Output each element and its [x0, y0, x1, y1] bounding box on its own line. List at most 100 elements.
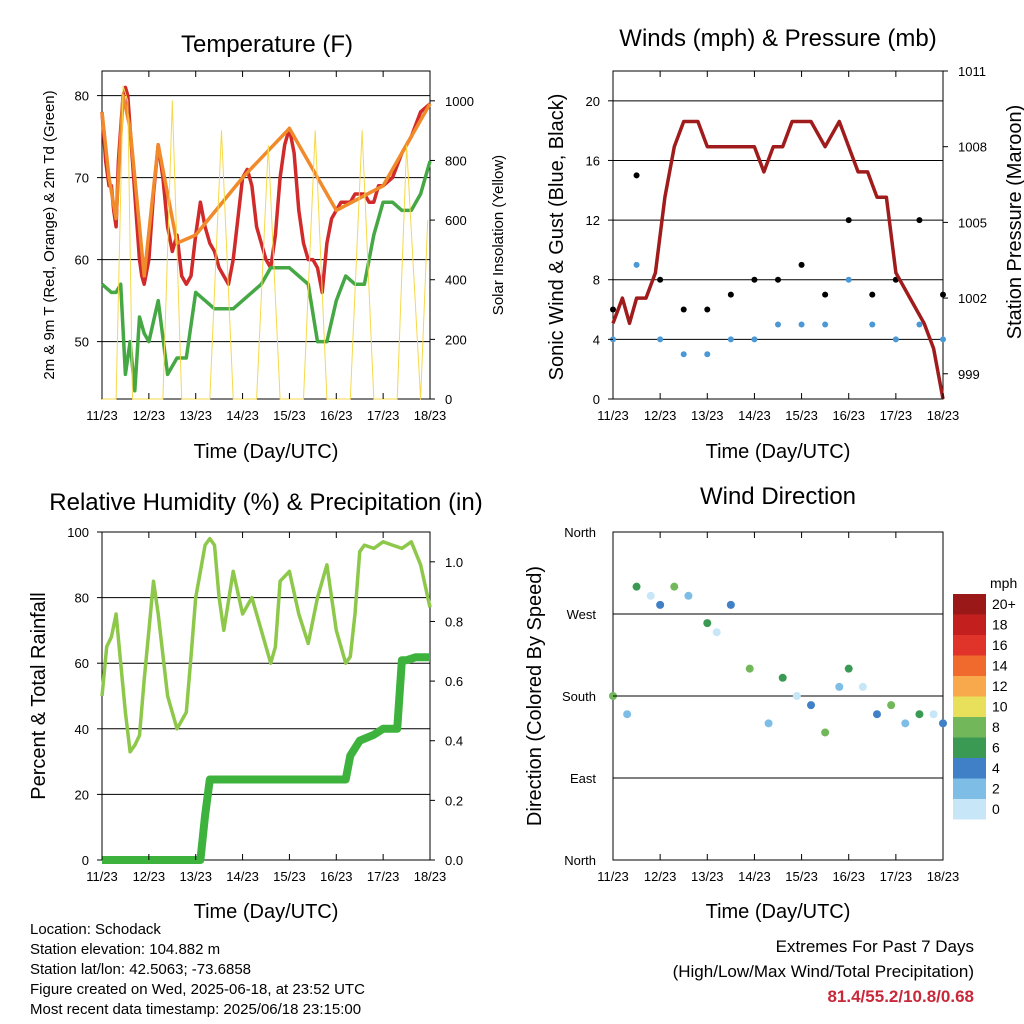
data-point: [657, 336, 664, 343]
winds-panel: Winds (mph) & Pressure (mb) 0 4 8 12 16 20 99…: [546, 25, 1024, 463]
legend-swatch: [953, 676, 986, 697]
series-group: [611, 119, 945, 400]
x-tick-label: 14/23: [738, 408, 771, 423]
y-right-tick-label: 0.6: [445, 674, 463, 689]
data-point: [775, 321, 781, 328]
legend-swatch: [953, 696, 986, 717]
winds-series: [610, 119, 946, 400]
y-tick-label: 16: [586, 153, 600, 168]
y-right-tick-label: 1002: [958, 291, 987, 306]
x-tick-label: 12/23: [644, 408, 677, 423]
wind-speed-legend: mph 20+ 18 16 14 12 10 8 6 4 2 0: [953, 575, 1017, 820]
wind-direction-left-ticks: North West South East North: [562, 525, 619, 868]
data-point: [869, 291, 876, 298]
humidity-series: [100, 536, 432, 864]
x-tick-label: 16/23: [320, 869, 353, 884]
direction-point: [656, 600, 665, 609]
temperature-right-ticks: 0 200 400 600 800 1000: [430, 94, 474, 407]
x-tick-label: 13/23: [691, 869, 724, 884]
temperature-panel: Temperature (F) 50 60 70 80 0 200 400 600 800 10…: [41, 31, 507, 463]
y-right-tick-label: 0.4: [445, 734, 463, 749]
legend-label: 18: [992, 617, 1008, 633]
humidity-xlabel: Time (Day/UTC): [194, 901, 339, 923]
legend-swatch: [953, 778, 986, 799]
series-line: [100, 160, 432, 393]
data-point: [727, 291, 734, 298]
humidity-plot-frame: [101, 531, 431, 861]
x-tick-label: 18/23: [927, 869, 960, 884]
temperature-ylabel-right: Solar Insolation (Yellow): [490, 155, 507, 315]
x-tick-label: 18/23: [927, 408, 960, 423]
recent-timestamp: Most recent data timestamp: 2025/06/18 2…: [30, 1001, 362, 1018]
legend-swatch: [953, 758, 986, 779]
y-tick-label: West: [567, 607, 597, 622]
legend-label: 8: [992, 719, 1000, 735]
y-right-tick-label: 0.0: [445, 853, 463, 868]
temperature-series: [100, 85, 432, 400]
winds-xlabel: Time (Day/UTC): [706, 441, 851, 463]
y-tick-label: 60: [75, 253, 89, 268]
legend-label: 6: [992, 740, 1000, 756]
x-tick-label: 16/23: [832, 869, 865, 884]
wind-direction-grid: [613, 613, 943, 779]
legend-swatch: [953, 717, 986, 738]
winds-ylabel-right: Station Pressure (Maroon): [1004, 105, 1024, 340]
station-latlon: Station lat/lon: 42.5063; -73.6858: [30, 961, 252, 978]
y-tick-label: 70: [75, 171, 89, 186]
x-tick-label: 11/23: [86, 408, 118, 423]
y-tick-label: East: [570, 771, 596, 786]
temperature-x-ticks: 11/23 12/23 13/23 14/23 15/23 16/23 17/23 18/23: [86, 71, 446, 423]
extremes-subtitle: (High/Low/Max Wind/Total Precipitation): [672, 962, 974, 981]
series-group: [100, 160, 432, 393]
data-point: [775, 276, 781, 283]
y-tick-label: South: [562, 689, 596, 704]
x-tick-label: 17/23: [367, 408, 400, 423]
direction-point: [873, 710, 881, 719]
direction-point: [858, 682, 867, 691]
data-point: [892, 336, 899, 343]
humidity-x-ticks: 11/23 12/23 13/23 14/23 15/23 16/23 17/23 18/23: [86, 532, 446, 884]
y-right-tick-label: 999: [958, 367, 980, 382]
temperature-left-ticks: 50 60 70 80: [75, 89, 102, 350]
direction-point: [939, 719, 947, 728]
series-group: [102, 653, 430, 864]
direction-point: [745, 664, 754, 673]
x-tick-label: 13/23: [179, 869, 212, 884]
humidity-left-ticks: 0 20 40 60 80 100: [67, 525, 102, 868]
y-right-tick-label: 0: [445, 392, 452, 407]
data-point: [751, 276, 758, 283]
y-right-tick-label: 800: [445, 153, 467, 168]
data-point: [633, 261, 640, 268]
y-tick-label: 0: [593, 392, 600, 407]
humidity-grid: [102, 531, 430, 861]
legend-swatch: [953, 594, 986, 615]
x-tick-label: 18/23: [414, 869, 447, 884]
station-location: Location: Schodack: [30, 921, 161, 938]
series-line: [100, 536, 432, 754]
y-right-tick-label: 1.0: [445, 555, 463, 570]
legend-label: 12: [992, 678, 1008, 694]
x-tick-label: 18/23: [414, 408, 447, 423]
series-line: [102, 85, 429, 400]
legend-swatch: [953, 655, 986, 676]
y-right-tick-label: 0.8: [445, 614, 463, 629]
extremes-title: Extremes For Past 7 Days: [775, 937, 974, 956]
direction-point: [623, 710, 632, 719]
x-tick-label: 14/23: [738, 869, 771, 884]
data-point: [704, 351, 711, 358]
x-tick-label: 13/23: [179, 408, 212, 423]
data-point: [845, 276, 852, 283]
station-elevation: Station elevation: 104.882 m: [30, 941, 221, 958]
x-tick-label: 11/23: [597, 408, 629, 423]
winds-plot-frame: [612, 70, 944, 400]
legend-swatch: [953, 737, 986, 758]
humidity-panel: Relative Humidity (%) & Precipitation (i…: [28, 489, 483, 923]
direction-point: [684, 591, 693, 600]
humidity-right-ticks: 0.0 0.2 0.4 0.6 0.8 1.0: [430, 555, 463, 868]
data-point: [680, 351, 687, 358]
legend-swatch: [953, 799, 986, 820]
data-point: [869, 321, 876, 328]
humidity-title: Relative Humidity (%) & Precipitation (i…: [49, 489, 482, 516]
temperature-xlabel: Time (Day/UTC): [194, 441, 339, 463]
